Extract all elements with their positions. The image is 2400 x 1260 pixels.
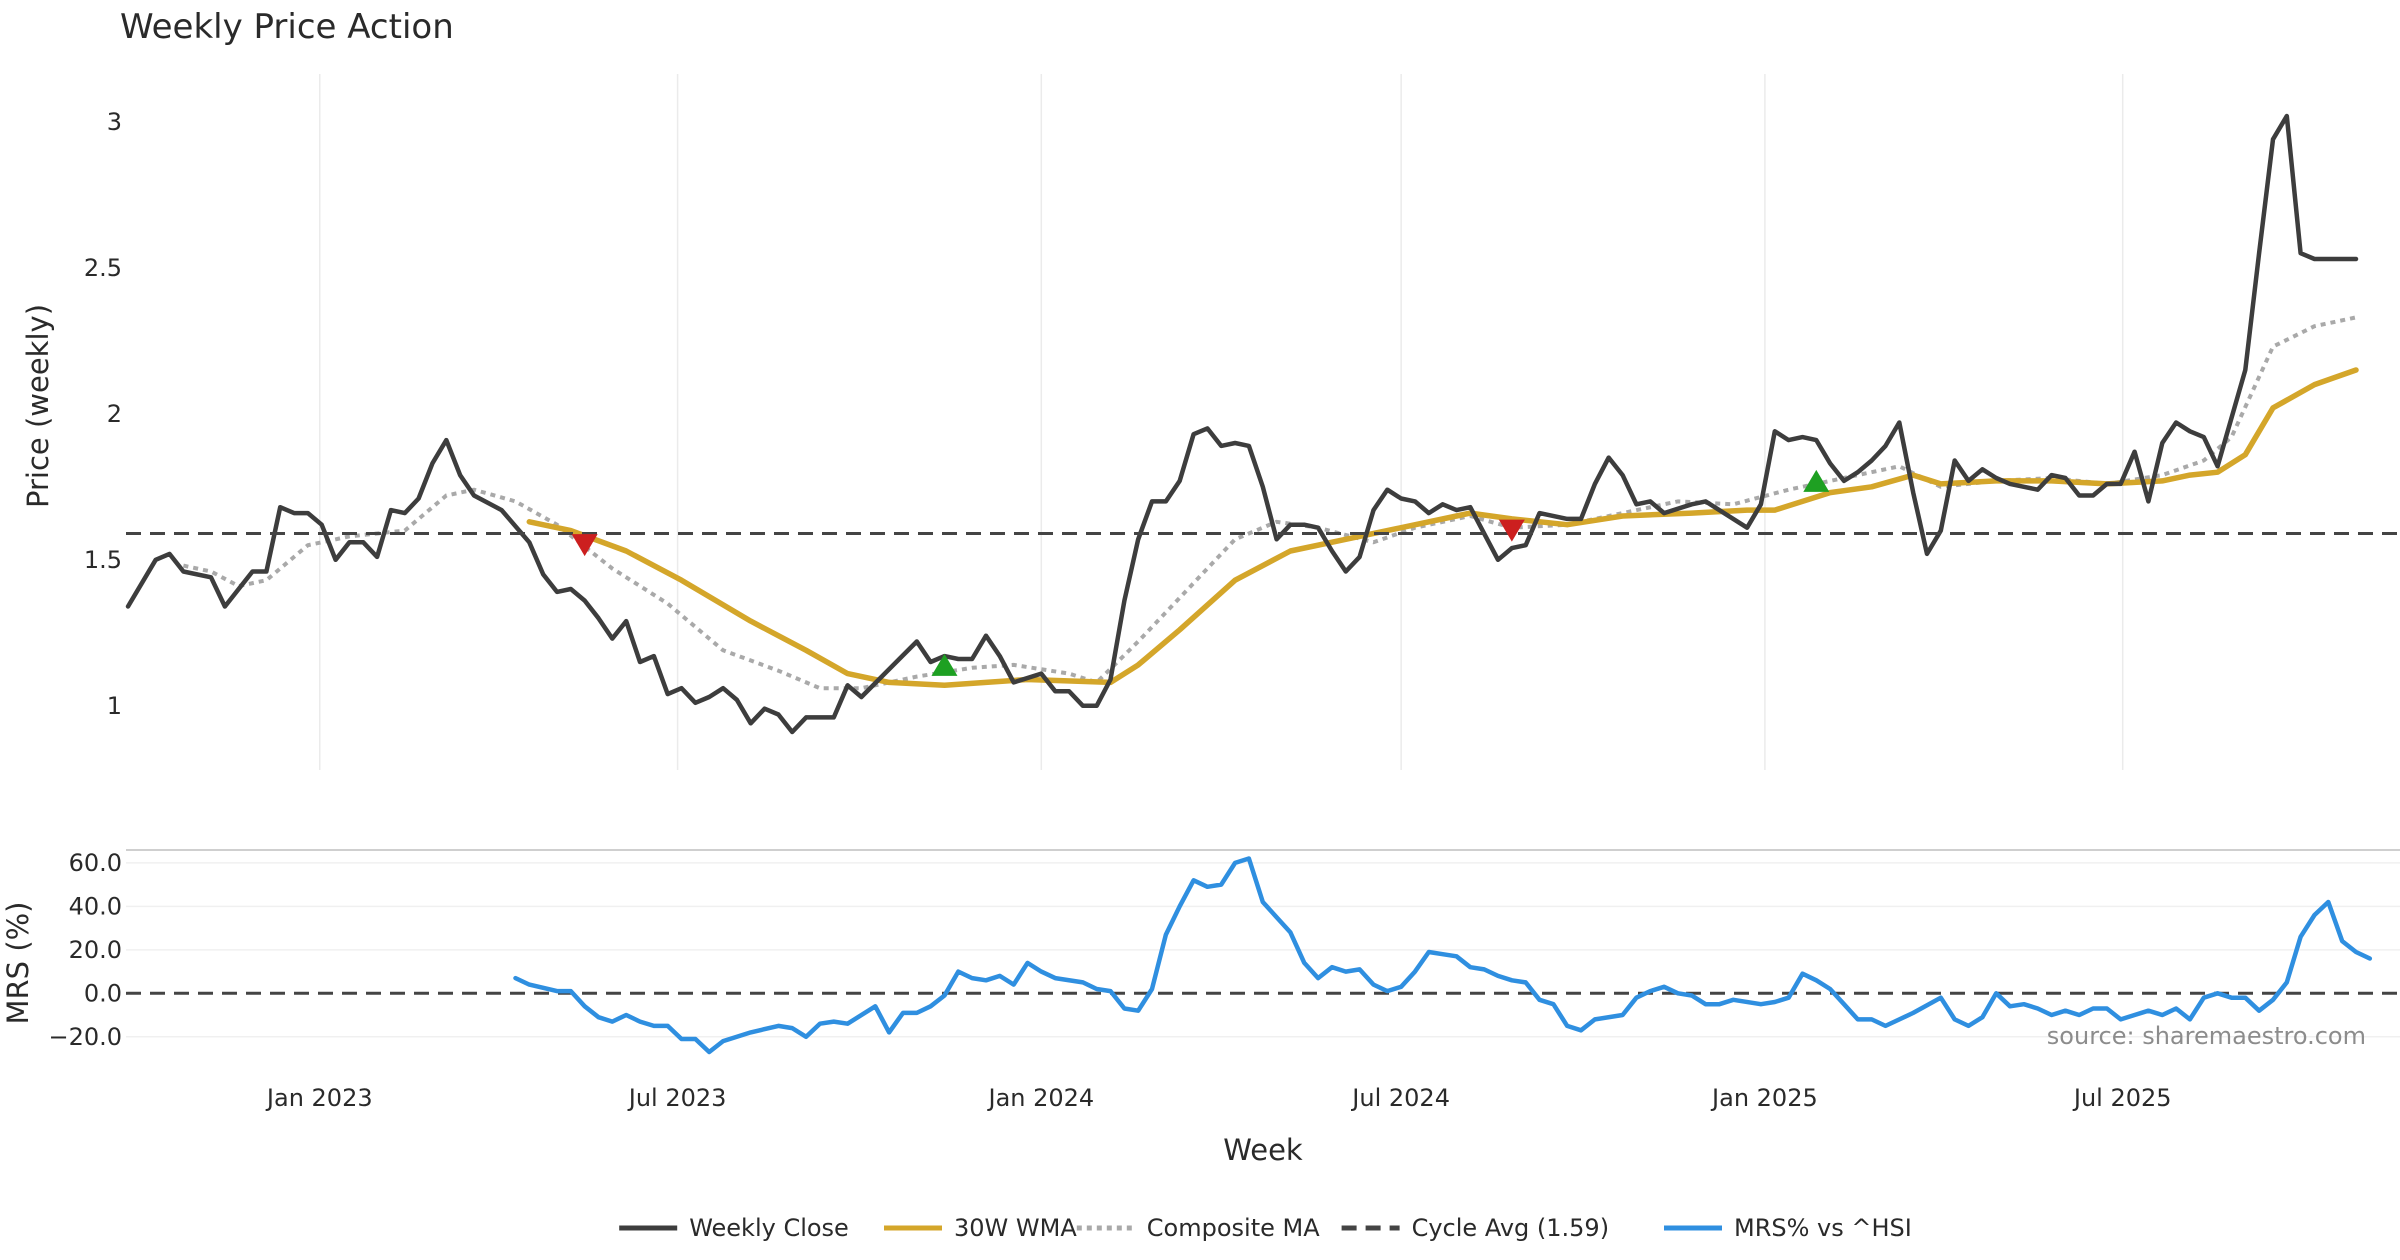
legend: Weekly Close 30W WMA Composite MA Cycle Avg… bbox=[619, 1214, 1912, 1242]
composite-ma-line bbox=[182, 315, 2357, 691]
price-y-tick: 2 bbox=[107, 400, 122, 428]
legend-label: 30W WMA bbox=[954, 1214, 1077, 1242]
chart-title: Weekly Price Action bbox=[120, 7, 454, 47]
x-axis-title: Week bbox=[1223, 1133, 1303, 1167]
price-y-tick: 1.5 bbox=[84, 546, 122, 574]
legend-label: Weekly Close bbox=[689, 1214, 849, 1242]
source-note: source: sharemaestro.com bbox=[2047, 1022, 2366, 1050]
wma-30w-line bbox=[526, 367, 2359, 689]
x-tick-label: Jul 2025 bbox=[2072, 1084, 2172, 1112]
mrs-y-tick: −20.0 bbox=[48, 1023, 122, 1051]
buy-signal-marker bbox=[1803, 469, 1830, 492]
mrs-y-tick: 20.0 bbox=[69, 936, 122, 964]
sell-signal-marker bbox=[1498, 519, 1525, 542]
legend-label: Composite MA bbox=[1147, 1214, 1320, 1242]
x-tick-label: Jan 2023 bbox=[265, 1084, 373, 1112]
x-tick-label: Jan 2025 bbox=[1710, 1084, 1818, 1112]
mrs-axis-title: MRS (%) bbox=[1, 902, 35, 1025]
price-y-tick: 3 bbox=[107, 108, 122, 136]
buy-signal-marker bbox=[931, 653, 958, 676]
mrs-y-tick: 0.0 bbox=[84, 979, 122, 1007]
price-y-tick: 1 bbox=[107, 692, 122, 720]
x-axis: Jan 2023 Jul 2023 Jan 2024 Jul 2024 Jan 2025… bbox=[265, 1084, 2172, 1112]
mrs-line bbox=[513, 856, 2373, 1055]
x-tick-label: Jul 2023 bbox=[627, 1084, 727, 1112]
price-y-tick: 2.5 bbox=[84, 254, 122, 282]
price-axis-title: Price (weekly) bbox=[21, 304, 55, 508]
sell-signal-marker bbox=[571, 534, 598, 557]
x-tick-label: Jul 2024 bbox=[1350, 1084, 1450, 1112]
legend-label: Cycle Avg (1.59) bbox=[1412, 1214, 1609, 1242]
legend-label: MRS% vs ^HSI bbox=[1734, 1214, 1912, 1242]
mrs-panel: 60.0 40.0 20.0 0.0 −20.0 bbox=[48, 849, 2400, 1055]
x-tick-label: Jan 2024 bbox=[986, 1084, 1094, 1112]
mrs-y-tick: 40.0 bbox=[69, 892, 122, 920]
weekly-close-line bbox=[125, 113, 2359, 735]
mrs-y-tick: 60.0 bbox=[69, 849, 122, 877]
price-panel: 1 1.5 2 2.5 3 bbox=[84, 74, 2400, 770]
